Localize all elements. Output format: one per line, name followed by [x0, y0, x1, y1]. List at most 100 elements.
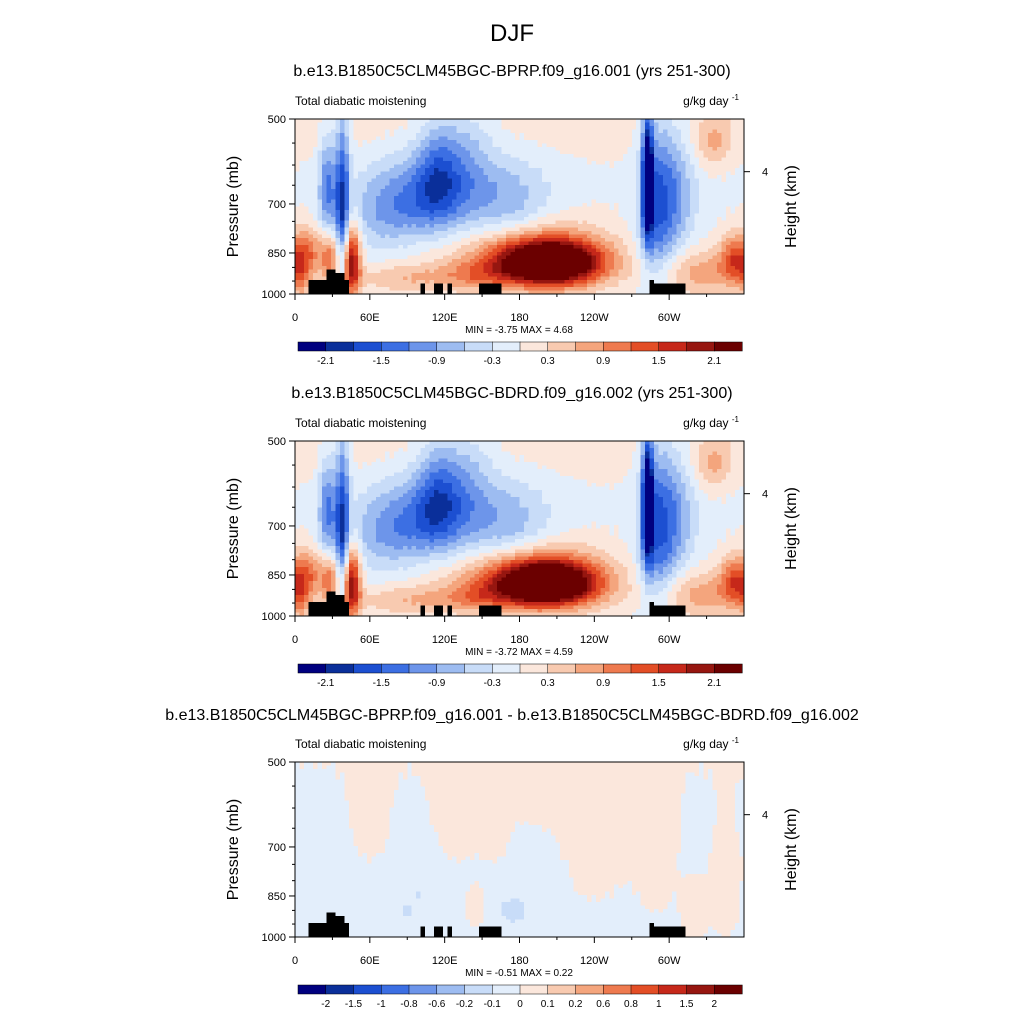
field-cell — [613, 532, 619, 537]
field-cell — [389, 234, 399, 239]
field-cell — [295, 234, 314, 239]
field-cell — [317, 535, 323, 540]
field-cell — [348, 825, 390, 830]
field-cell — [483, 493, 512, 498]
field-cell — [712, 577, 723, 582]
field-cell — [663, 500, 678, 505]
field-cell — [362, 525, 377, 530]
field-cell — [429, 497, 449, 502]
field-cell — [348, 535, 359, 540]
field-cell — [510, 570, 583, 575]
field-cell — [546, 196, 637, 201]
field-cell — [366, 238, 440, 243]
field-cell — [321, 563, 337, 568]
field-cell — [649, 462, 655, 467]
field-cell — [640, 196, 646, 201]
field-cell — [362, 532, 377, 537]
field-cell — [649, 143, 655, 148]
field-cell — [429, 224, 435, 229]
field-cell — [321, 472, 337, 477]
field-cell — [690, 199, 700, 204]
field-cell — [537, 528, 570, 533]
field-cell — [681, 923, 736, 928]
field-cell — [654, 469, 669, 474]
field-cell — [452, 609, 480, 614]
field-cell — [371, 856, 449, 861]
field-cell — [726, 259, 732, 264]
field-cell — [595, 224, 628, 229]
field-cell — [425, 147, 440, 152]
field-cell — [676, 203, 682, 208]
field-cell — [407, 122, 426, 127]
field-cell — [654, 549, 673, 554]
field-cell — [353, 175, 359, 180]
field-cell — [335, 462, 341, 467]
field-cell — [582, 241, 592, 246]
field-cell — [456, 276, 471, 281]
field-cell — [640, 136, 646, 141]
field-cell — [681, 175, 687, 180]
field-cell — [667, 507, 678, 512]
field-cell — [348, 507, 368, 512]
field-cell — [402, 909, 413, 914]
field-cell — [321, 458, 337, 463]
field-cell — [735, 210, 745, 215]
field-cell — [712, 849, 741, 854]
field-cell — [645, 476, 655, 481]
field-cell — [317, 185, 323, 190]
field-cell — [321, 234, 332, 239]
field-cell — [681, 553, 691, 558]
field-cell — [582, 238, 592, 243]
field-cell — [721, 462, 732, 467]
field-cell — [546, 199, 592, 204]
field-cell — [640, 185, 646, 190]
field-cell — [362, 595, 413, 600]
x-tick-label: 60W — [658, 634, 681, 646]
field-cell — [645, 262, 664, 267]
field-cell — [712, 129, 718, 134]
field-cell — [492, 465, 539, 470]
field-cell — [348, 157, 354, 162]
field-cell — [339, 521, 345, 526]
field-cell — [366, 591, 381, 596]
field-cell — [348, 521, 363, 526]
field-cell — [384, 220, 449, 225]
colorbar-swatch — [547, 984, 577, 995]
field-cell — [613, 252, 619, 257]
field-cell — [636, 483, 642, 488]
field-cell — [447, 933, 453, 938]
field-cell — [532, 238, 570, 243]
field-cell — [667, 185, 678, 190]
field-cell — [470, 241, 485, 246]
field-cell — [672, 441, 691, 446]
field-cell — [501, 448, 637, 453]
field-cell — [721, 595, 732, 600]
field-cell — [591, 898, 597, 903]
field-cell — [348, 287, 359, 292]
field-cell — [308, 546, 319, 551]
field-cell — [335, 511, 341, 516]
field-cell — [344, 448, 350, 453]
field-cell — [353, 210, 359, 215]
field-cell — [699, 574, 718, 579]
field-cell — [362, 574, 368, 579]
field-cell — [321, 518, 328, 523]
field-cell — [434, 171, 449, 176]
field-cell — [402, 147, 417, 152]
field-cell — [663, 245, 673, 250]
field-cell — [474, 182, 498, 187]
field-cell — [407, 462, 422, 467]
field-cell — [339, 248, 345, 253]
field-cell — [645, 521, 655, 526]
field-cell — [640, 588, 646, 593]
field-cell — [295, 525, 301, 530]
field-cell — [326, 199, 332, 204]
field-cell — [681, 500, 691, 505]
field-cell — [295, 147, 314, 152]
field-cell — [492, 602, 516, 607]
field-cell — [667, 280, 678, 285]
field-cell — [366, 259, 386, 264]
field-cell — [465, 570, 480, 575]
field-cell — [443, 612, 449, 617]
field-cell — [371, 140, 408, 145]
